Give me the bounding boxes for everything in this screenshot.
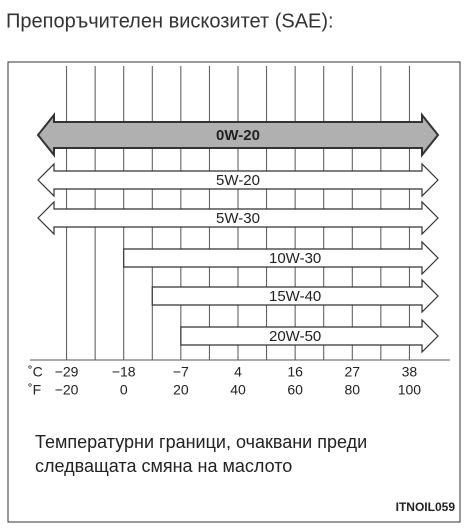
x-tick-label-f: 40 <box>230 382 246 398</box>
range-arrow <box>180 318 439 354</box>
range-arrow <box>37 200 439 236</box>
range-label: 10W-30 <box>269 250 321 267</box>
x-tick-label-f: 60 <box>287 382 303 398</box>
range-label: 15W-40 <box>269 288 321 305</box>
range-arrow <box>37 162 439 198</box>
x-tick-label-c: −7 <box>173 364 189 380</box>
range-arrow <box>151 278 439 314</box>
range-label: 5W-20 <box>216 172 260 189</box>
x-tick-label-f: 100 <box>398 382 422 398</box>
chart-title: Препоръчителен вискозитет (SAE): <box>6 10 334 32</box>
x-tick-label-f: −20 <box>55 382 79 398</box>
x-tick-label-c: 16 <box>287 364 303 380</box>
x-tick-label-c: 27 <box>344 364 360 380</box>
range-label: 0W-20 <box>216 127 260 144</box>
x-axis-label-c: ˚C <box>28 364 43 380</box>
range-arrow <box>123 240 439 276</box>
x-tick-label-f: 20 <box>173 382 189 398</box>
x-tick-label-c: 38 <box>402 364 418 380</box>
x-tick-label-f: 80 <box>344 382 360 398</box>
frame <box>7 61 461 523</box>
x-tick-label-f: 0 <box>120 382 128 398</box>
x-tick-label-c: −29 <box>55 364 79 380</box>
range-label: 20W-50 <box>269 328 321 345</box>
note-line: Температурни граници, очаквани преди <box>35 432 367 452</box>
x-tick-label-c: −18 <box>112 364 136 380</box>
range-arrow <box>36 112 440 158</box>
note-line: следващата смяна на маслото <box>35 456 292 476</box>
x-tick-label-c: 4 <box>234 364 242 380</box>
figure-code: ITNOIL059 <box>396 500 456 514</box>
x-axis-label-f: ˚F <box>28 382 41 398</box>
range-label: 5W-30 <box>216 210 260 227</box>
